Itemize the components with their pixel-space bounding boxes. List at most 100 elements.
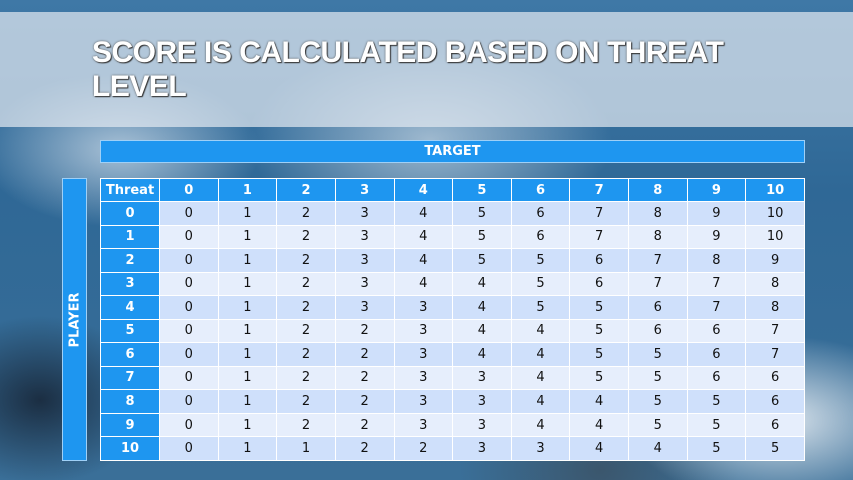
score-cell: 5 <box>628 412 688 438</box>
score-cell: 0 <box>159 436 219 461</box>
score-cell: 6 <box>686 342 747 367</box>
score-cell: 4 <box>510 389 571 414</box>
score-cell: 2 <box>276 342 336 367</box>
score-cell: 1 <box>217 365 278 391</box>
score-cell: 7 <box>569 224 629 250</box>
table-row: 10 0 1 1 2 2 3 3 4 4 5 5 <box>100 436 805 461</box>
score-cell: 0 <box>159 224 219 250</box>
score-cell: 4 <box>569 389 629 414</box>
score-cell: 4 <box>510 318 571 344</box>
score-cell: 3 <box>452 365 512 391</box>
score-cell: 4 <box>452 318 512 344</box>
score-cell: 6 <box>628 318 688 344</box>
row-header: 4 <box>100 295 160 320</box>
table-header-row: Threat 0 1 2 3 4 5 6 7 8 9 10 <box>100 178 805 202</box>
slide-title: SCORE IS CALCULATED BASED ON THREAT LEVE… <box>92 36 724 103</box>
score-cell: 4 <box>569 412 629 438</box>
score-cell: 4 <box>452 342 512 367</box>
score-cell: 5 <box>569 365 629 391</box>
score-cell: 3 <box>393 412 454 438</box>
column-header: 5 <box>452 178 512 202</box>
table-row: 1 0 1 2 3 4 5 6 7 8 9 10 <box>100 224 805 250</box>
score-cell: 2 <box>276 412 336 438</box>
score-cell: 4 <box>510 412 571 438</box>
score-cell: 2 <box>276 389 336 414</box>
score-cell: 5 <box>628 365 688 391</box>
target-header: TARGET <box>100 140 805 163</box>
column-header: 10 <box>745 178 805 202</box>
column-header: 6 <box>510 178 571 202</box>
score-cell: 5 <box>628 342 688 367</box>
row-header: 3 <box>100 271 160 297</box>
column-header: 8 <box>628 178 688 202</box>
score-cell: 1 <box>217 271 278 297</box>
title-band <box>0 12 853 127</box>
score-cell: 2 <box>276 318 336 344</box>
table-row: 0 0 1 2 3 4 5 6 7 8 9 10 <box>100 201 805 226</box>
score-cell: 6 <box>569 271 629 297</box>
score-cell: 0 <box>159 342 219 367</box>
score-cell: 6 <box>745 412 805 438</box>
score-cell: 5 <box>569 295 629 320</box>
score-cell: 4 <box>569 436 629 461</box>
score-cell: 4 <box>393 271 454 297</box>
score-cell: 3 <box>452 436 512 461</box>
score-cell: 7 <box>628 248 688 273</box>
score-cell: 2 <box>276 248 336 273</box>
score-cell: 2 <box>393 436 454 461</box>
score-cell: 6 <box>510 224 571 250</box>
score-cell: 2 <box>334 389 395 414</box>
score-cell: 7 <box>569 201 629 226</box>
score-cell: 5 <box>452 248 512 273</box>
score-cell: 4 <box>393 248 454 273</box>
score-cell: 6 <box>569 248 629 273</box>
score-cell: 8 <box>628 201 688 226</box>
score-cell: 6 <box>686 365 747 391</box>
score-cell: 3 <box>334 248 395 273</box>
score-cell: 5 <box>452 224 512 250</box>
score-cell: 6 <box>628 295 688 320</box>
score-cell: 4 <box>452 271 512 297</box>
score-cell: 0 <box>159 412 219 438</box>
score-cell: 5 <box>452 201 512 226</box>
column-header: 0 <box>159 178 219 202</box>
score-cell: 0 <box>159 318 219 344</box>
score-cell: 0 <box>159 365 219 391</box>
row-header: 1 <box>100 224 160 250</box>
column-header: 2 <box>276 178 336 202</box>
score-cell: 3 <box>452 389 512 414</box>
score-table: Threat 0 1 2 3 4 5 6 7 8 9 10 0 0 1 2 3 4 5 6 7 8 9 10 1 0 1 2 3 4 5… <box>100 178 805 461</box>
score-cell: 2 <box>334 342 395 367</box>
score-cell: 2 <box>276 365 336 391</box>
score-cell: 1 <box>217 412 278 438</box>
score-cell: 1 <box>276 436 336 461</box>
column-header: 7 <box>569 178 629 202</box>
score-cell: 7 <box>686 271 747 297</box>
score-cell: 0 <box>159 295 219 320</box>
column-header: 3 <box>334 178 395 202</box>
score-cell: 3 <box>334 271 395 297</box>
score-cell: 5 <box>686 436 747 461</box>
score-cell: 3 <box>393 389 454 414</box>
score-cell: 9 <box>686 224 747 250</box>
row-header: 5 <box>100 318 160 344</box>
score-cell: 9 <box>745 248 805 273</box>
score-cell: 4 <box>510 342 571 367</box>
score-cell: 5 <box>569 342 629 367</box>
score-cell: 6 <box>686 318 747 344</box>
score-cell: 2 <box>334 436 395 461</box>
score-cell: 3 <box>393 318 454 344</box>
score-cell: 1 <box>217 248 278 273</box>
score-cell: 1 <box>217 201 278 226</box>
score-cell: 2 <box>276 271 336 297</box>
score-cell: 0 <box>159 201 219 226</box>
score-cell: 5 <box>510 295 571 320</box>
score-cell: 6 <box>510 201 571 226</box>
score-cell: 6 <box>745 389 805 414</box>
